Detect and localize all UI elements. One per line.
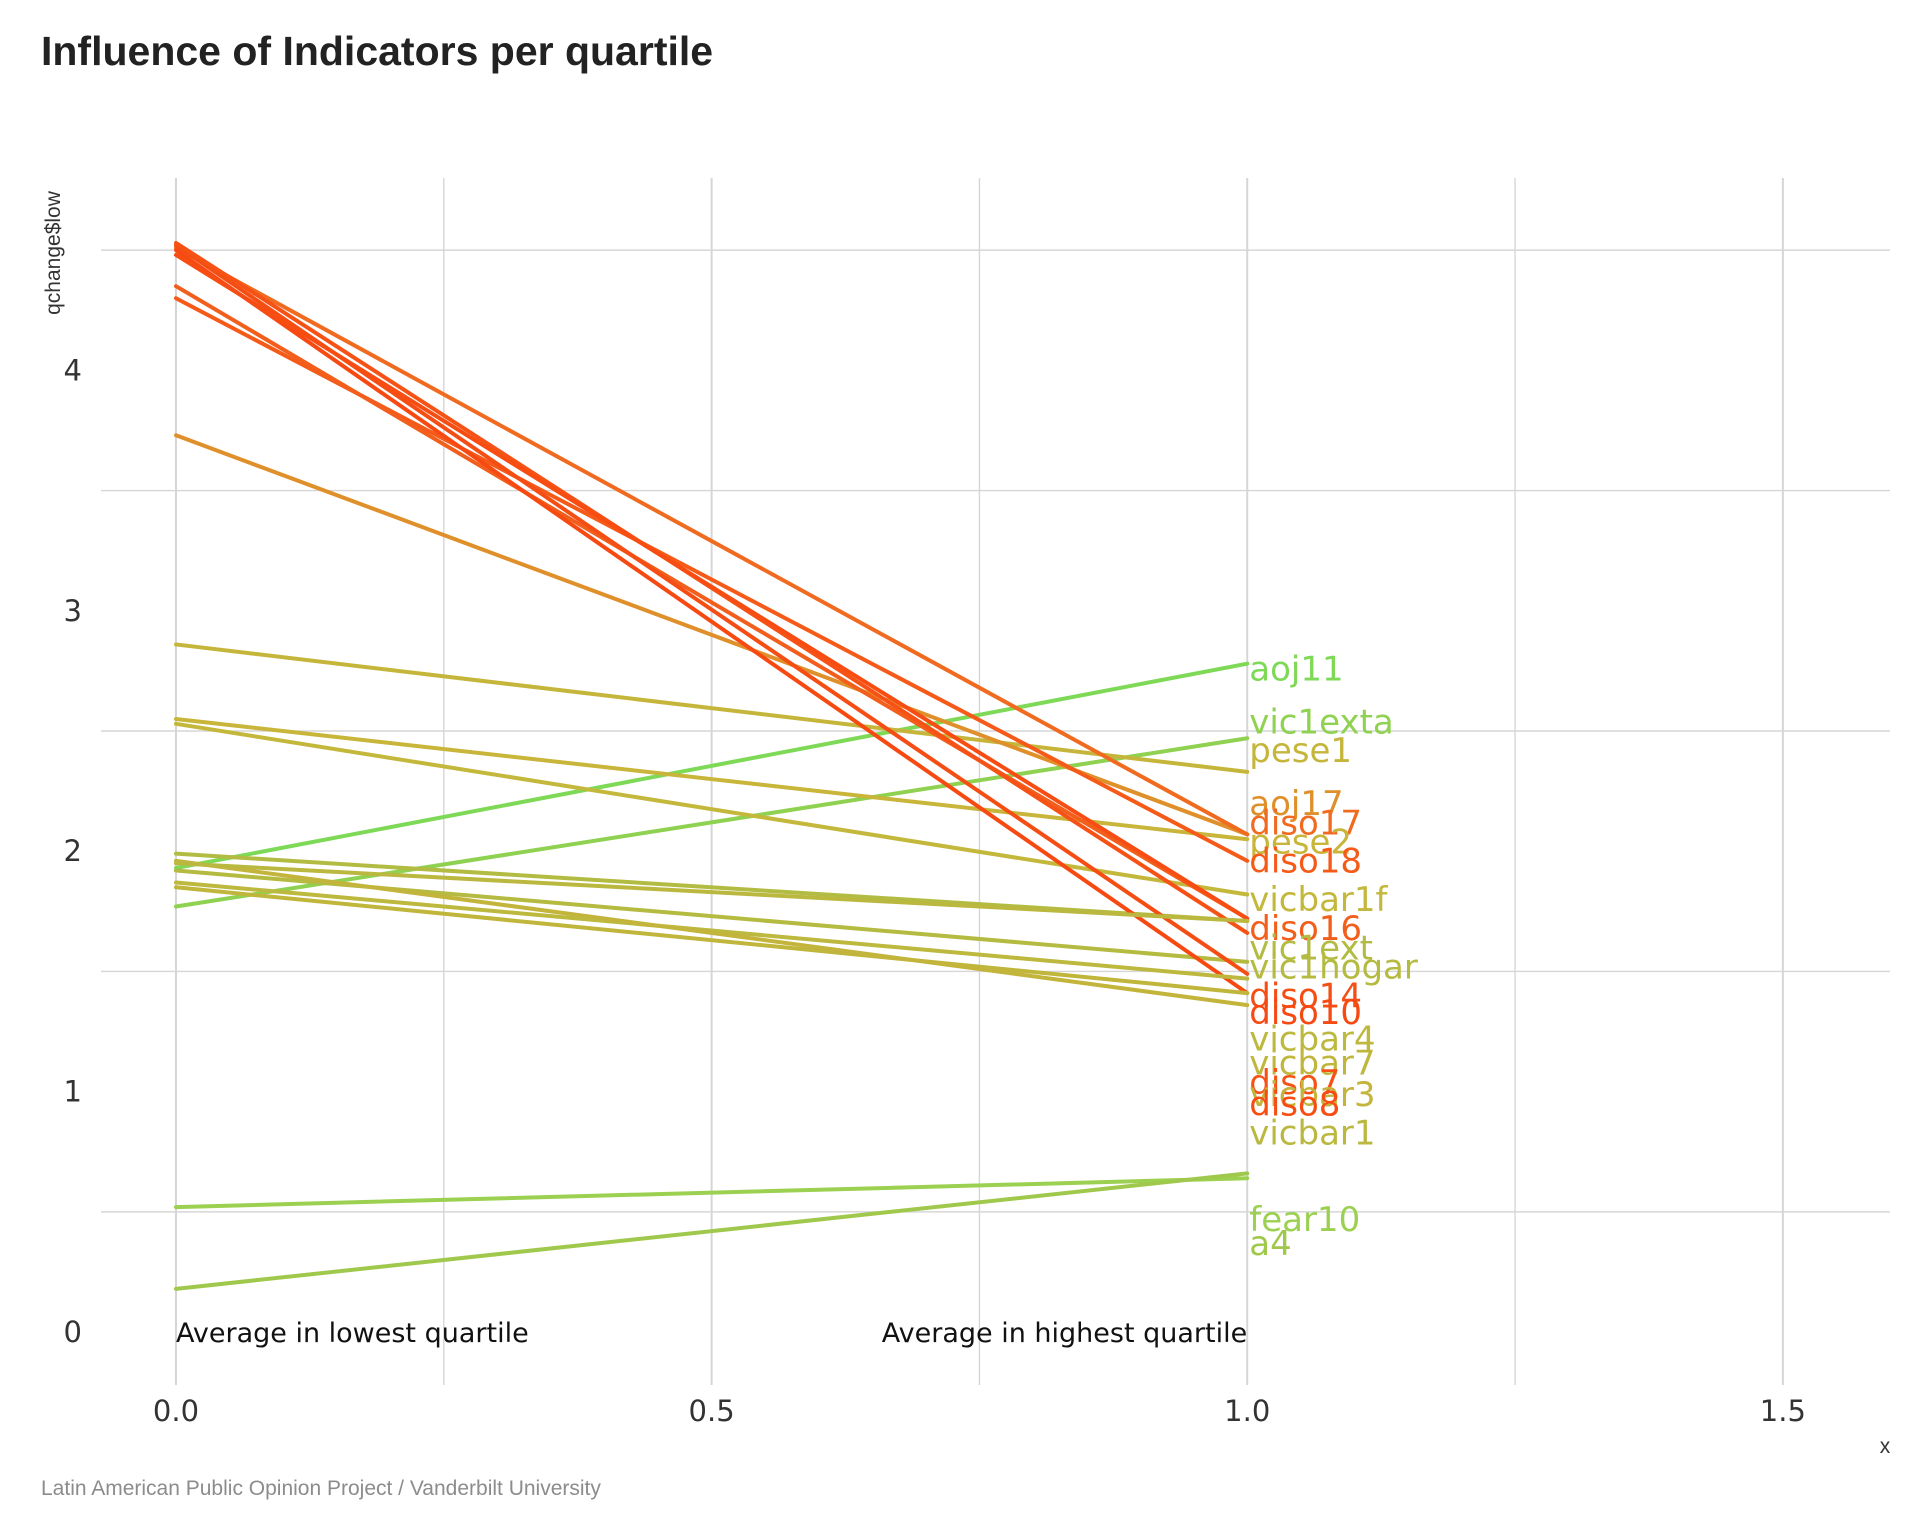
- series-line-fear10: [173, 1176, 1250, 1210]
- series-label-vic1ext: vic1ext: [1249, 928, 1373, 968]
- series-line-diso10: [173, 248, 1250, 996]
- series-line-vicbar3: [173, 858, 1250, 1008]
- series-label-vicbar1f: vicbar1f: [1249, 880, 1388, 920]
- x-axis-label: x: [1880, 1435, 1891, 1458]
- chart-title: Influence of Indicators per quartile: [41, 28, 714, 74]
- y-tick-label: 2: [64, 834, 82, 868]
- series-label-diso17: diso17: [1249, 803, 1362, 843]
- series-label-diso7: diso7: [1249, 1063, 1340, 1103]
- series-line-diso8: [173, 252, 1250, 921]
- series-line-vicbar1: [173, 861, 1250, 923]
- y-tick-label: 0: [64, 1315, 82, 1349]
- y-tick-label: 3: [64, 594, 82, 628]
- series-label-aoj11: aoj11: [1249, 649, 1343, 689]
- series-line-diso16: [173, 284, 1250, 921]
- series-line-vicbar1f: [173, 721, 1250, 897]
- series-line-a4: [173, 1171, 1250, 1291]
- series-label-vic1hogar: vic1hogar: [1249, 948, 1418, 988]
- series-line-vicbar7: [173, 885, 1250, 996]
- x-tick-label: 0.5: [689, 1394, 735, 1428]
- series-label-fear10: fear10: [1249, 1200, 1360, 1240]
- annotation-label: Average in highest quartile: [882, 1318, 1247, 1349]
- series-label-a4: a4: [1249, 1224, 1291, 1264]
- y-tick-label: 4: [64, 353, 82, 387]
- series-line-pese1: [173, 642, 1250, 774]
- series-label-vicbar1: vicbar1: [1249, 1113, 1375, 1153]
- series-label-diso18: diso18: [1249, 842, 1362, 882]
- chart-caption: Latin American Public Opinion Project / …: [41, 1477, 601, 1500]
- x-tick-label: 0.0: [153, 1394, 199, 1428]
- series-label-diso14: diso14: [1249, 976, 1362, 1016]
- y-tick-label: 1: [64, 1075, 82, 1109]
- annotation-label: Average in lowest quartile: [176, 1318, 529, 1349]
- series-line-aoj11: [173, 661, 1250, 871]
- series-label-aoj17: aoj17: [1249, 784, 1343, 824]
- series-line-diso17: [173, 245, 1250, 837]
- series-label-diso16: diso16: [1249, 909, 1362, 949]
- series-label-vicbar7: vicbar7: [1249, 1044, 1375, 1084]
- grid-layer: [101, 178, 1890, 1385]
- series-line-vicbar4: [173, 880, 1250, 981]
- series-label-vicbar4: vicbar4: [1249, 1020, 1375, 1060]
- series-label-pese1: pese1: [1249, 731, 1352, 771]
- x-tick-label: 1.0: [1224, 1394, 1270, 1428]
- y-axis-label: qchange$low: [42, 190, 65, 315]
- x-tick-label: 1.5: [1760, 1394, 1806, 1428]
- annotations: Average in lowest quartile Average in hig…: [176, 1318, 1247, 1349]
- series-label-vic1exta: vic1exta: [1249, 702, 1394, 742]
- series-layer: [173, 240, 1250, 1291]
- series-label-diso8: diso8: [1249, 1085, 1340, 1125]
- series-label-vicbar3: vicbar3: [1249, 1075, 1375, 1115]
- series-label-diso10: diso10: [1249, 993, 1362, 1033]
- series-label-pese2: pese2: [1249, 823, 1352, 863]
- tick-labels: 0.0 0.5 1.0 1.5 0 1 2 3 4: [64, 353, 1806, 1428]
